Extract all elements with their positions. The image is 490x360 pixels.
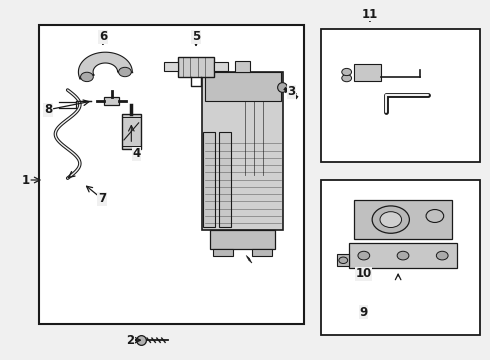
Bar bbox=[203, 132, 215, 227]
Circle shape bbox=[339, 257, 348, 264]
Bar bbox=[164, 62, 178, 71]
Text: 2: 2 bbox=[126, 334, 134, 347]
Bar bbox=[210, 230, 275, 249]
Bar bbox=[177, 57, 215, 77]
Text: 5: 5 bbox=[192, 30, 200, 43]
Text: 4: 4 bbox=[132, 147, 140, 160]
Bar bbox=[104, 97, 119, 105]
Text: 7: 7 bbox=[98, 192, 106, 205]
Bar bbox=[321, 29, 480, 162]
Text: 10: 10 bbox=[355, 267, 372, 280]
Bar bbox=[252, 249, 272, 256]
Circle shape bbox=[436, 251, 448, 260]
Text: 8: 8 bbox=[44, 103, 52, 116]
Bar bbox=[321, 180, 480, 335]
Bar bbox=[213, 249, 233, 256]
Bar bbox=[205, 72, 280, 100]
Text: 11: 11 bbox=[362, 8, 378, 21]
Bar bbox=[220, 132, 231, 227]
Bar bbox=[215, 62, 228, 71]
Circle shape bbox=[397, 251, 409, 260]
Circle shape bbox=[342, 75, 352, 82]
Circle shape bbox=[80, 72, 93, 82]
Text: 6: 6 bbox=[99, 30, 107, 43]
Text: 3: 3 bbox=[288, 85, 295, 98]
Circle shape bbox=[119, 67, 131, 77]
Polygon shape bbox=[78, 52, 132, 79]
Bar bbox=[39, 25, 304, 324]
Circle shape bbox=[372, 206, 410, 233]
Bar bbox=[337, 254, 349, 266]
Circle shape bbox=[426, 210, 444, 222]
Bar bbox=[202, 72, 283, 230]
Circle shape bbox=[358, 251, 369, 260]
Text: 9: 9 bbox=[360, 306, 368, 319]
Bar bbox=[349, 243, 457, 268]
Circle shape bbox=[342, 68, 352, 76]
Bar bbox=[122, 114, 141, 149]
Circle shape bbox=[380, 212, 402, 228]
Bar bbox=[354, 64, 381, 81]
Bar bbox=[354, 200, 452, 239]
Text: 1: 1 bbox=[22, 174, 29, 186]
Bar bbox=[235, 61, 250, 72]
